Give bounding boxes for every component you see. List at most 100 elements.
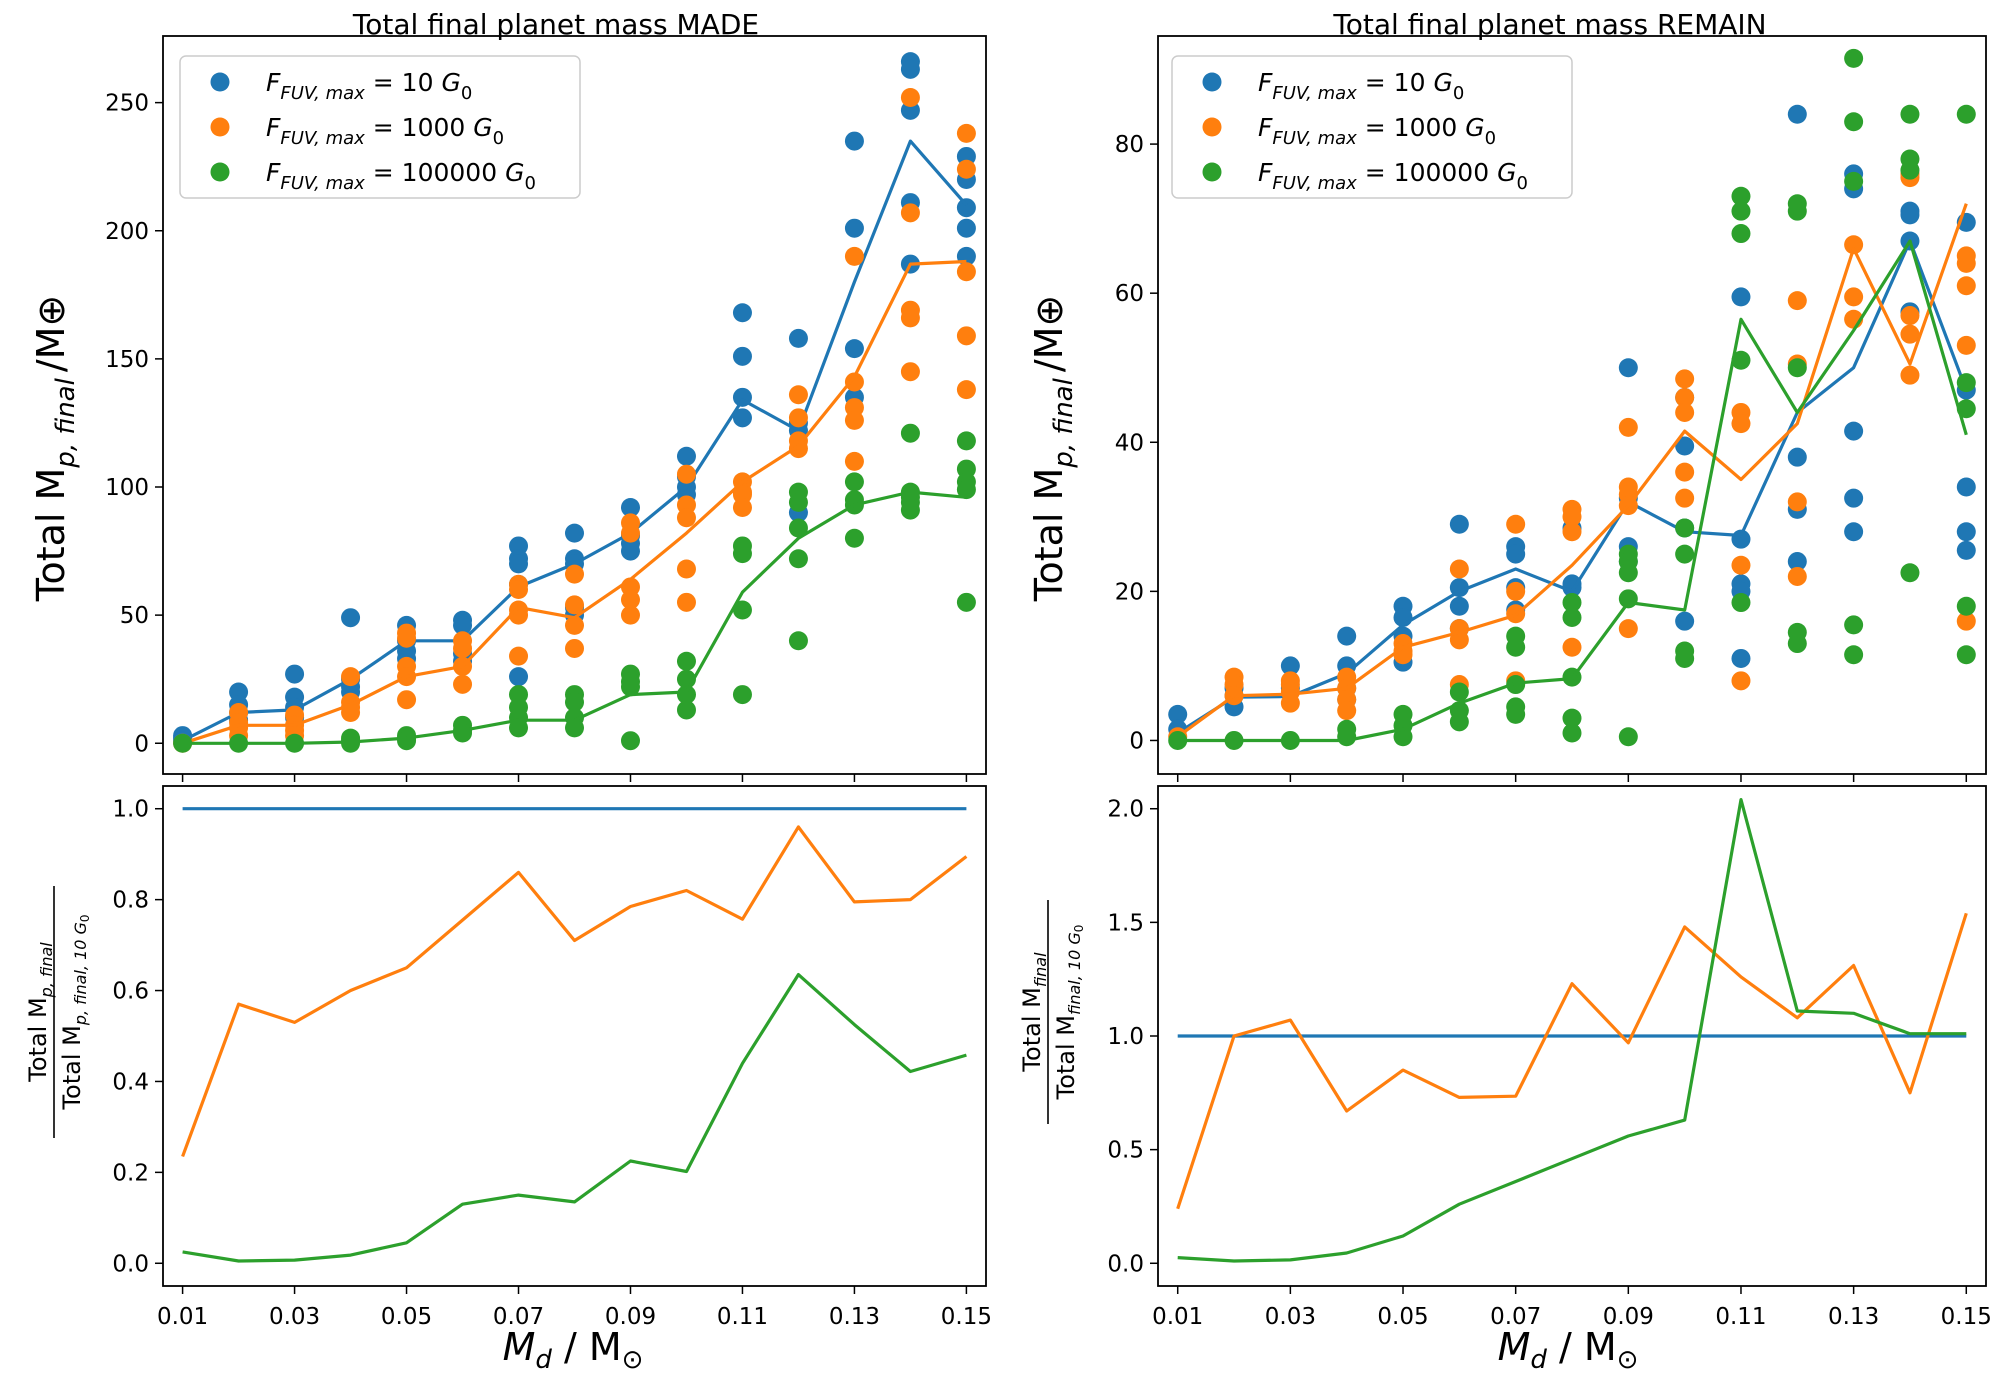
point-100000g0 [1844, 615, 1864, 635]
x-tick-label: 0.07 [1490, 1304, 1541, 1330]
point-10g0 [620, 541, 640, 561]
y-tick-label: 60 [1115, 281, 1144, 307]
point-10g0 [509, 667, 529, 687]
y-tick-label: 80 [1115, 132, 1144, 158]
point-100000g0 [1787, 201, 1807, 221]
point-1000g0 [1562, 507, 1582, 527]
point-1000g0 [1675, 388, 1695, 408]
point-1000g0 [676, 592, 696, 612]
legend-box [179, 55, 581, 199]
point-10g0 [1280, 656, 1300, 676]
x-tick-label: 0.05 [1377, 1304, 1428, 1330]
point-1000g0 [1449, 559, 1469, 579]
point-1000g0 [1956, 611, 1976, 631]
point-10g0 [341, 608, 361, 628]
point-10g0 [285, 664, 305, 684]
point-10g0 [1731, 648, 1751, 668]
point-100000g0 [1618, 589, 1638, 609]
legend-label-10g0: FFUV, max = 10 G0 [266, 68, 472, 104]
plot-area: 0.0 0.2 0.4 0.6 0.8 1.0 0.01 0.03 0.05 0.07 0.09 0.… [112, 785, 992, 1330]
point-100000g0 [1506, 704, 1526, 724]
point-100000g0 [565, 692, 584, 712]
point-100000g0 [1618, 727, 1638, 747]
point-1000g0 [620, 523, 640, 543]
point-1000g0 [1956, 335, 1976, 355]
point-100000g0 [509, 718, 529, 738]
legend-marker-100000g0 [210, 162, 230, 182]
point-10g0 [844, 131, 864, 151]
ratio-line-100000g0 [182, 972, 967, 1263]
point-100000g0 [1675, 544, 1695, 564]
point-10g0 [1675, 611, 1695, 631]
point-1000g0 [900, 88, 920, 107]
point-1000g0 [1562, 637, 1582, 657]
line-10g0 [1176, 239, 1968, 735]
legend-made: FFUV, max = 10 G0 FFUV, max = 1000 G0 FF… [179, 55, 581, 199]
point-1000g0 [1618, 619, 1638, 639]
point-100000g0 [1900, 104, 1920, 124]
point-10g0 [1956, 522, 1976, 542]
point-10g0 [1731, 287, 1751, 307]
point-1000g0 [1506, 514, 1526, 534]
point-1000g0 [844, 246, 864, 266]
ylabel-numerator: Total Mp, final [24, 942, 56, 1083]
point-1000g0 [676, 508, 696, 528]
legend-label-100000g0: FFUV, max = 100000 G0 [266, 158, 536, 194]
point-100000g0 [1562, 708, 1582, 728]
legend-label-1000g0: FFUV, max = 1000 G0 [266, 113, 504, 149]
point-1000g0 [1506, 581, 1526, 601]
point-1000g0 [676, 559, 696, 579]
point-100000g0 [1731, 350, 1751, 370]
x-tick-label: 0.07 [493, 1304, 544, 1330]
point-1000g0 [1337, 701, 1357, 721]
point-1000g0 [341, 667, 361, 687]
y-tick-label: 0.2 [112, 1160, 149, 1186]
xlabel-made: Md / M⊙ [503, 1325, 644, 1375]
point-100000g0 [1900, 563, 1920, 583]
point-10g0 [676, 446, 696, 466]
point-1000g0 [453, 638, 473, 658]
point-1000g0 [956, 262, 976, 282]
x-tick-label: 0.09 [605, 1304, 656, 1330]
y-tick-label: 0 [134, 731, 149, 757]
point-1000g0 [620, 590, 640, 610]
point-100000g0 [1956, 596, 1976, 616]
point-1000g0 [844, 410, 864, 430]
point-10g0 [453, 615, 473, 635]
point-1000g0 [1562, 522, 1582, 542]
point-1000g0 [1900, 324, 1920, 344]
point-100000g0 [1787, 634, 1807, 654]
point-1000g0 [956, 123, 976, 143]
point-100000g0 [1337, 727, 1357, 747]
point-10g0 [956, 218, 976, 238]
legend-label-10g0: FFUV, max = 10 G0 [1258, 68, 1464, 104]
point-10g0 [1449, 596, 1469, 616]
point-1000g0 [565, 564, 584, 584]
point-100000g0 [1956, 645, 1976, 665]
legend-remain: FFUV, max = 10 G0 FFUV, max = 1000 G0 FF… [1171, 55, 1573, 199]
point-100000g0 [1393, 727, 1413, 747]
point-1000g0 [788, 385, 808, 405]
y-tick-label: 0.0 [1107, 1251, 1144, 1277]
y-tick-label: 0 [1129, 728, 1144, 754]
x-tick-label: 0.15 [1941, 1304, 1992, 1330]
point-1000g0 [565, 615, 584, 635]
point-10g0 [900, 59, 920, 79]
y-tick-label: 2.0 [1107, 797, 1144, 823]
panel-made-ratio: Total Mp, final Total Mp, final, 10 G0 M… [24, 785, 992, 1375]
ylabel-made-scatter: Total Mp, final/M⊕ [29, 295, 81, 603]
point-100000g0 [1844, 171, 1864, 191]
point-100000g0 [1506, 637, 1526, 657]
point-10g0 [565, 523, 584, 543]
point-10g0 [1844, 522, 1864, 542]
point-100000g0 [1731, 593, 1751, 613]
y-tick-label: 0.8 [112, 888, 149, 914]
point-1000g0 [900, 362, 920, 382]
x-tick-label: 0.03 [1265, 1304, 1316, 1330]
point-100000g0 [1787, 358, 1807, 378]
y-tick-label: 150 [105, 347, 149, 373]
point-100000g0 [1956, 104, 1976, 124]
point-1000g0 [1731, 555, 1751, 575]
